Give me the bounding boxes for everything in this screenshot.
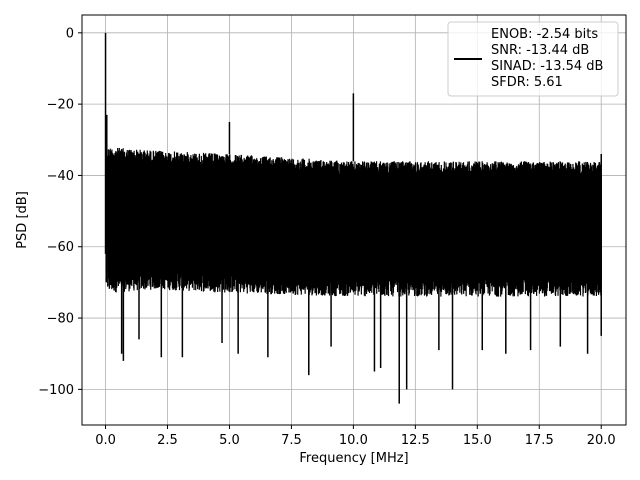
- x-axis-ticks: 0.0 2.5 5.0 7.5 10.0 12.5 15.0 17.5 20.0: [95, 425, 616, 448]
- x-tick-label: 2.5: [157, 433, 178, 448]
- y-tick-label: −80: [47, 312, 74, 327]
- legend-sinad: SINAD: -13.54 dB: [491, 59, 603, 74]
- legend-enob: ENOB: -2.54 bits: [491, 27, 598, 42]
- legend: ENOB: -2.54 bits SNR: -13.44 dB SINAD: -…: [447, 21, 619, 97]
- y-tick-label: −100: [38, 383, 74, 398]
- legend-snr: SNR: -13.44 dB: [491, 43, 589, 58]
- x-tick-label: 12.5: [401, 433, 430, 448]
- x-tick-label: 15.0: [463, 433, 492, 448]
- axes-frame: [81, 14, 627, 426]
- x-tick-label: 17.5: [525, 433, 554, 448]
- y-axis-label: PSD [dB]: [15, 191, 30, 249]
- x-tick-label: 5.0: [219, 433, 240, 448]
- legend-box: [447, 21, 619, 97]
- plot-area: [104, 32, 602, 404]
- y-tick-label: −40: [47, 169, 74, 184]
- y-axis-ticks: 0 −20 −40 −60 −80 −100: [38, 26, 82, 398]
- x-axis-label: Frequency [MHz]: [299, 451, 408, 466]
- x-tick-label: 20.0: [587, 433, 616, 448]
- y-tick-label: 0: [66, 26, 74, 41]
- legend-sfdr: SFDR: 5.61: [491, 75, 563, 90]
- x-tick-label: 10.0: [339, 433, 368, 448]
- y-tick-label: −20: [47, 98, 74, 113]
- x-tick-label: 0.0: [95, 433, 116, 448]
- psd-peaks: [104, 32, 602, 404]
- x-tick-label: 7.5: [281, 433, 302, 448]
- psd-series-line: [106, 147, 602, 297]
- y-tick-label: −60: [47, 240, 74, 255]
